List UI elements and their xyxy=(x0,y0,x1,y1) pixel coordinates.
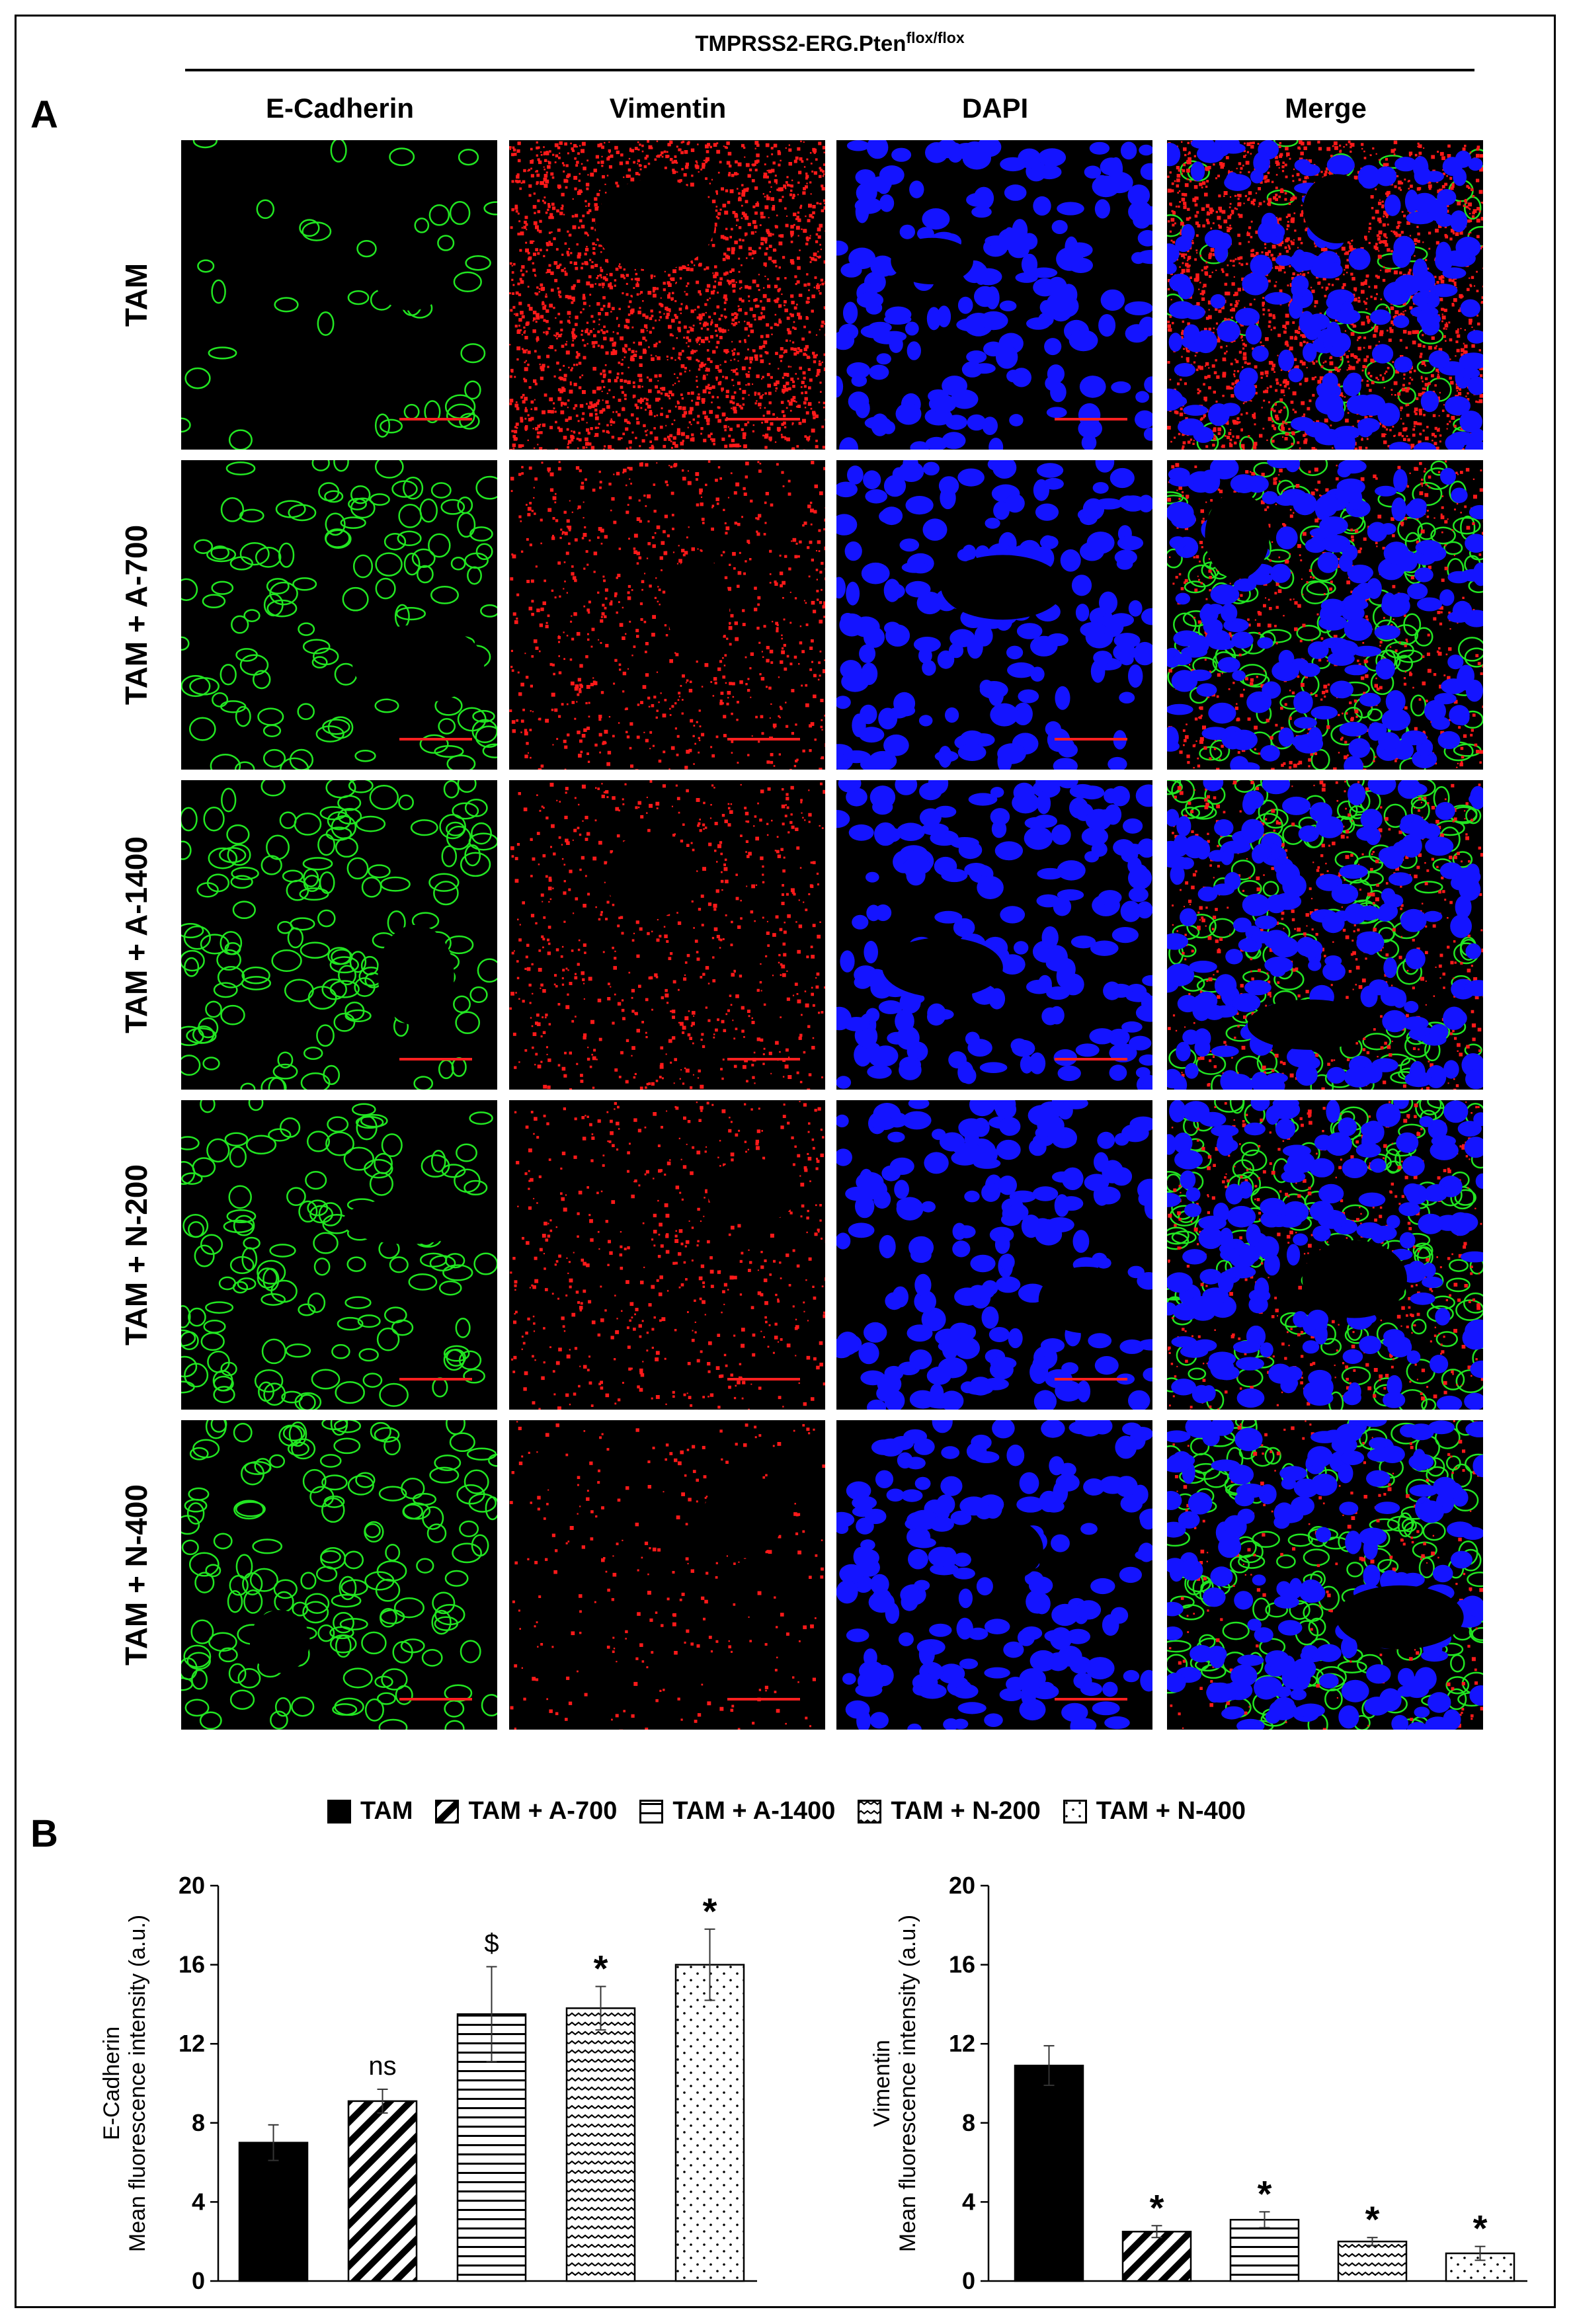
significance-n200: * xyxy=(1365,2198,1380,2240)
vimentin-bar-chart: VimentinMean fluorescence intensity (a.u… xyxy=(869,1872,1527,2294)
legend-item-tam: TAM xyxy=(327,1797,413,1825)
scale-bar xyxy=(399,738,472,741)
y-tick-label: 0 xyxy=(962,2267,975,2294)
panel-a-letter: A xyxy=(30,93,58,136)
bar-a700 xyxy=(1121,2231,1192,2282)
legend-swatch-diagonal xyxy=(435,1799,460,1823)
row-label-a700: TAM + A-700 xyxy=(119,524,154,705)
y-tick-label: 4 xyxy=(192,2188,205,2215)
y-tick-label: 4 xyxy=(962,2188,975,2215)
micrograph-a700-dapi xyxy=(836,460,1152,770)
y-axis-label-line2: Mean fluorescence intensity (a.u.) xyxy=(895,1915,920,2252)
micrograph-n400-dapi xyxy=(836,1420,1152,1730)
scale-bar xyxy=(1055,738,1127,741)
micrograph-n200-dapi xyxy=(836,1100,1152,1410)
significance-a1400: $ xyxy=(484,1929,499,1958)
micrograph-n200-ecad xyxy=(181,1100,497,1410)
legend-item-n200: TAM + N-200 xyxy=(858,1797,1041,1825)
micrograph-a1400-vim xyxy=(509,780,825,1090)
ecadherin-bar-chart: E-CadherinMean fluorescence intensity (a… xyxy=(99,1872,757,2294)
row-label-n400: TAM + N-400 xyxy=(119,1484,153,1665)
scale-bar xyxy=(399,1378,472,1381)
micrograph-tam-merge xyxy=(1167,140,1483,450)
bar-n200 xyxy=(565,2007,636,2282)
scale-bar xyxy=(1055,418,1127,421)
y-tick-label: 16 xyxy=(949,1951,975,1978)
micrograph-n400-ecad xyxy=(181,1420,497,1730)
significance-a700: ns xyxy=(368,2052,396,2081)
micrograph-a1400-merge xyxy=(1167,780,1483,1090)
y-tick-label: 0 xyxy=(192,2267,205,2294)
scale-bar xyxy=(727,1378,800,1381)
micrograph-tam-dapi xyxy=(836,140,1152,450)
scale-bar xyxy=(399,1058,472,1061)
micrograph-n200-vim xyxy=(509,1100,825,1410)
bar-a1400 xyxy=(1229,2219,1300,2282)
y-tick-label: 8 xyxy=(962,2109,975,2136)
legend-item-a1400: TAM + A-1400 xyxy=(639,1797,835,1825)
row-label-n200: TAM + N-200 xyxy=(119,1164,153,1345)
panel-b-letter: B xyxy=(30,1812,58,1855)
scale-bar xyxy=(1055,1698,1127,1701)
scale-bar xyxy=(727,1698,800,1701)
scale-bar xyxy=(727,738,800,741)
y-tick-label: 12 xyxy=(949,2030,975,2057)
legend-swatch-solid xyxy=(327,1799,351,1823)
scale-bar xyxy=(399,1698,472,1701)
micrograph-tam-ecad xyxy=(181,140,497,450)
y-axis-label: E-CadherinMean fluorescence intensity (a… xyxy=(99,1915,150,2252)
column-header-merge: Merge xyxy=(1285,93,1367,124)
scale-bar xyxy=(727,418,800,421)
y-tick-label: 16 xyxy=(179,1951,205,1978)
scale-bar xyxy=(1055,1058,1127,1061)
significance-n200: * xyxy=(594,1947,608,1989)
y-tick-label: 12 xyxy=(179,2030,205,2057)
row-label-tam: TAM xyxy=(119,262,154,327)
y-tick-label: 20 xyxy=(949,1872,975,1899)
column-header-dapi: DAPI xyxy=(961,93,1029,124)
bar-n200 xyxy=(1337,2240,1408,2282)
micrograph-tam-vim xyxy=(509,140,825,450)
bar-tam xyxy=(238,2142,309,2282)
legend-item-a700: TAM + A-700 xyxy=(435,1797,617,1825)
y-tick-label: 8 xyxy=(192,2109,205,2136)
column-header-vimentin: Vimentin xyxy=(609,93,727,124)
y-axis-label: VimentinMean fluorescence intensity (a.u… xyxy=(869,1915,920,2252)
y-axis-label-line2: Mean fluorescence intensity (a.u.) xyxy=(125,1915,150,2252)
legend-swatch-dots xyxy=(1063,1799,1087,1823)
bar-tam xyxy=(1014,2064,1084,2282)
y-axis-label-line1: E-Cadherin xyxy=(99,2026,124,2140)
significance-n400: * xyxy=(703,1890,717,1932)
legend-swatch-wave xyxy=(858,1799,882,1823)
micrograph-a700-vim xyxy=(509,460,825,770)
y-tick-label: 20 xyxy=(179,1872,205,1899)
significance-n400: * xyxy=(1473,2208,1488,2249)
legend-swatch-horizontal xyxy=(639,1799,664,1823)
y-axis-label-line1: Vimentin xyxy=(869,2040,895,2127)
micrograph-a700-ecad xyxy=(181,460,497,770)
significance-a1400: * xyxy=(1258,2173,1272,2214)
scale-bar xyxy=(1055,1378,1127,1381)
column-header-ecadherin: E-Cadherin xyxy=(265,93,415,124)
figure-frame xyxy=(15,15,1556,2308)
scale-bar xyxy=(399,418,472,421)
chart-legend: TAM TAM + A-700 TAM + A-1400 TAM + N-200… xyxy=(0,1797,1573,1825)
genotype-title: TMPRSS2-ERG.Ptenflox/flox xyxy=(695,29,965,56)
micrograph-n400-vim xyxy=(509,1420,825,1730)
micrograph-a1400-ecad xyxy=(181,780,497,1090)
bar-n400 xyxy=(674,1964,745,2282)
row-label-a1400: TAM + A-1400 xyxy=(119,836,153,1033)
micrograph-n200-merge xyxy=(1167,1100,1483,1410)
micrograph-n400-merge xyxy=(1167,1420,1483,1730)
scale-bar xyxy=(727,1058,800,1061)
micrograph-a1400-dapi xyxy=(836,780,1152,1090)
legend-item-n400: TAM + N-400 xyxy=(1063,1797,1246,1825)
bar-a700 xyxy=(347,2100,418,2282)
significance-a700: * xyxy=(1150,2186,1164,2228)
header-rule xyxy=(185,69,1474,71)
micrograph-a700-merge xyxy=(1167,460,1483,770)
